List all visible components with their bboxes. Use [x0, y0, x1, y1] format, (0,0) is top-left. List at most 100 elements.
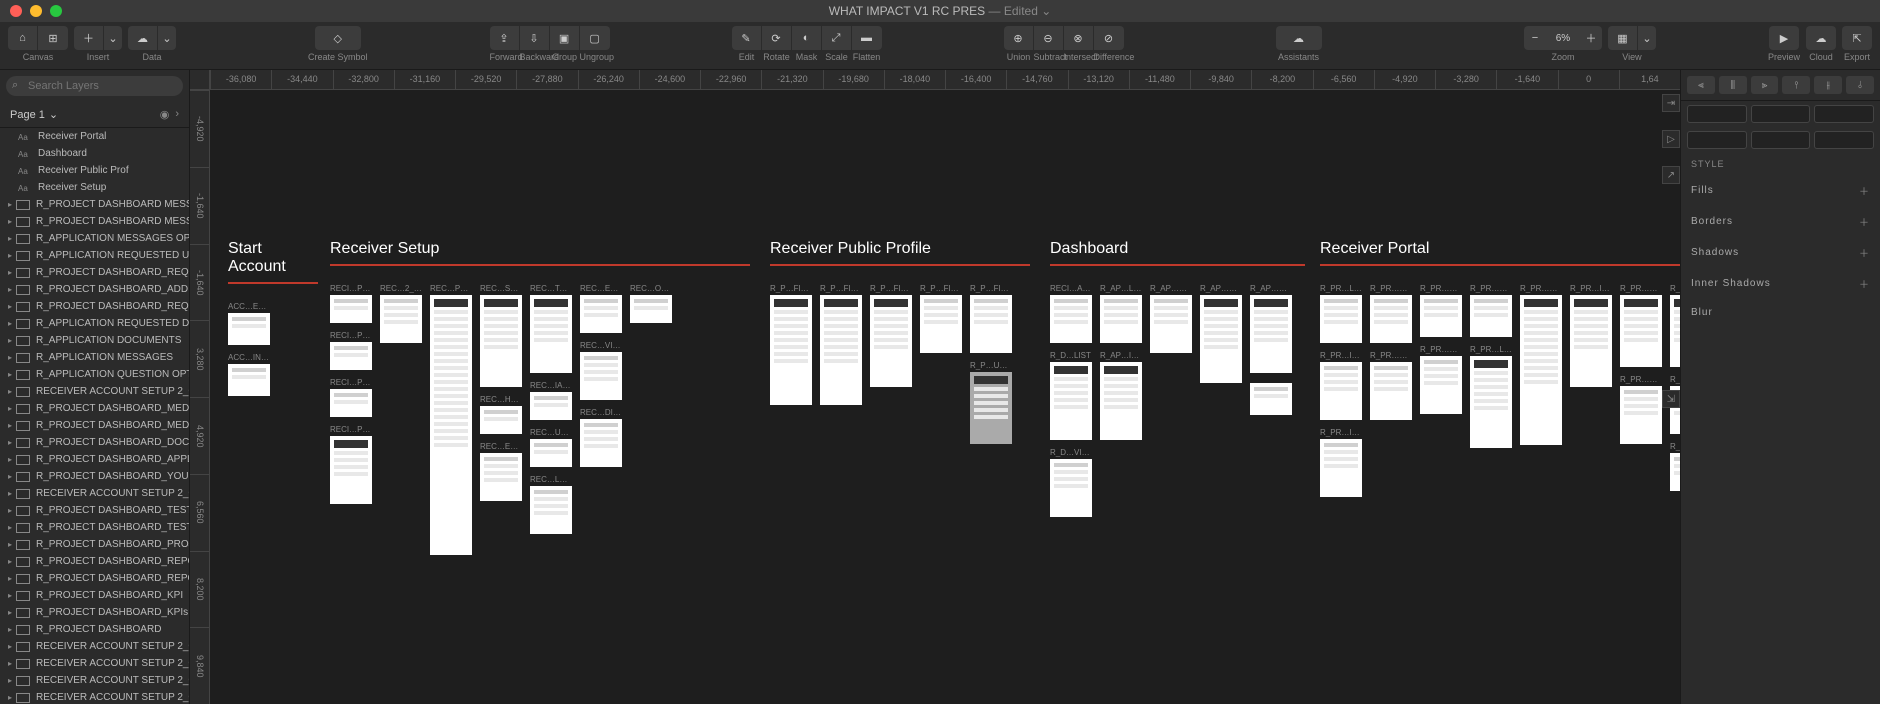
artboard[interactable] — [1150, 295, 1192, 353]
artboard[interactable] — [530, 392, 572, 420]
artboard-name[interactable]: R_PR…PEN — [1420, 345, 1462, 354]
data-button[interactable]: ☁ — [128, 26, 158, 50]
mask-button[interactable]: ◐ — [792, 26, 822, 50]
panel-toggle-icon[interactable]: ⇲ — [1662, 390, 1680, 408]
artboard[interactable] — [430, 295, 472, 555]
artboard[interactable] — [1520, 295, 1562, 445]
blur-section[interactable]: Blur — [1681, 299, 1880, 326]
assistants-button[interactable]: ☁ — [1276, 26, 1322, 50]
add-inner-shadow-icon[interactable]: ＋ — [1859, 276, 1870, 291]
artboard[interactable] — [1050, 295, 1092, 343]
layer-item[interactable]: ▸RECEIVER ACCOUNT SETUP 2_07_ME… — [0, 655, 189, 672]
artboard-name[interactable]: R_PR…ORT — [1470, 284, 1512, 293]
artboard-name[interactable]: R_AP…NTS — [1250, 284, 1292, 293]
close-icon[interactable] — [10, 5, 22, 17]
artboard[interactable] — [228, 313, 270, 345]
shadows-section[interactable]: Shadows＋ — [1681, 237, 1880, 268]
artboard-name[interactable]: R_PR…TION — [1620, 284, 1662, 293]
artboard-name[interactable]: R_P…FILE 5 — [970, 284, 1012, 293]
artboard-name[interactable]: R_PR…GES — [1420, 284, 1462, 293]
artboard[interactable] — [380, 295, 422, 343]
x-field[interactable] — [1687, 105, 1747, 123]
page-visibility-icon[interactable]: ◉ — [160, 108, 170, 121]
layer-item[interactable]: ▸R_PROJECT DASHBOARD MESSAGES — [0, 213, 189, 230]
zoom-out-button[interactable]: − — [1524, 32, 1546, 44]
artboard-name[interactable]: R_PR…IEW — [1320, 428, 1362, 437]
preview-button[interactable]: ▶ — [1769, 26, 1799, 50]
inner-shadows-section[interactable]: Inner Shadows＋ — [1681, 268, 1880, 299]
artboard-name[interactable]: REC…PEN) — [430, 284, 472, 293]
artboard-name[interactable]: R_PR…LISH — [1470, 345, 1512, 354]
artboard[interactable] — [580, 295, 622, 333]
layer-item[interactable]: ▸R_APPLICATION REQUESTED UPLOA… — [0, 247, 189, 264]
layer-item[interactable]: ▸R_APPLICATION MESSAGES OPEN — [0, 230, 189, 247]
artboard-name[interactable]: R_AP…IEW — [1100, 351, 1142, 360]
artboard-name[interactable]: R_PR…KPIs — [1370, 284, 1412, 293]
layer-item[interactable]: ▸R_PROJECT DASHBOARD_MEDIA PR… — [0, 400, 189, 417]
artboard[interactable] — [1620, 386, 1662, 444]
align-top-button[interactable]: ⫯ — [1782, 76, 1810, 94]
y-field[interactable] — [1751, 105, 1811, 123]
artboard-name[interactable]: R_PR…KPI — [1370, 351, 1412, 360]
artboard-name[interactable]: REC…LETE — [530, 475, 572, 484]
artboard[interactable] — [228, 364, 270, 396]
artboard-name[interactable]: R_P…FILE 3 — [870, 284, 912, 293]
canvas-area[interactable]: -36,080-34,440-32,800-31,160-29,520-27,8… — [190, 70, 1680, 704]
layer-item[interactable]: ▸RECEIVER ACCOUNT SETUP 2_07_ME… — [0, 672, 189, 689]
maximize-icon[interactable] — [50, 5, 62, 17]
rotate-field[interactable] — [1751, 131, 1811, 149]
layer-item[interactable]: ▸R_PROJECT DASHBOARD_PROJECT I… — [0, 536, 189, 553]
artboard[interactable] — [1050, 362, 1092, 440]
layer-item[interactable]: ▸R_PROJECT DASHBOARD — [0, 621, 189, 638]
artboard[interactable] — [480, 406, 522, 434]
artboard[interactable] — [1420, 356, 1462, 414]
artboard-name[interactable]: ACC…ETUP — [228, 302, 270, 311]
insert-button[interactable]: ＋ — [74, 26, 104, 50]
artboard[interactable] — [1250, 383, 1292, 415]
layer-item[interactable]: ▸R_PROJECT DASHBOARD_KPIs — [0, 604, 189, 621]
artboard[interactable] — [820, 295, 862, 405]
artboard-name[interactable]: R_PR…ENT — [1670, 442, 1680, 451]
layer-item[interactable]: ▸R_PROJECT DASHBOARD_TESTIMON… — [0, 502, 189, 519]
artboard[interactable] — [870, 295, 912, 387]
artboard-name[interactable]: REC…UEST — [530, 428, 572, 437]
forward-button[interactable]: ⇪ — [490, 26, 520, 50]
artboard-name[interactable]: R_AP…GES — [1200, 284, 1242, 293]
artboard[interactable] — [1320, 295, 1362, 343]
layer-item[interactable]: ▸R_PROJECT DASHBOARD_REPORT P… — [0, 553, 189, 570]
layer-item[interactable]: ▸RECEIVER ACCOUNT SETUP 2_06_TE… — [0, 689, 189, 704]
artboard-name[interactable]: R_P…FILE 2 — [820, 284, 862, 293]
scale-button[interactable]: ⤢ — [822, 26, 852, 50]
artboard-name[interactable]: R_PR…IEW — [1670, 375, 1680, 384]
edit-button[interactable]: ✎ — [732, 26, 762, 50]
align-bottom-button[interactable]: ⫰ — [1846, 76, 1874, 94]
zoom-control[interactable]: − 6% ＋ — [1524, 26, 1602, 50]
layer-item[interactable]: Dashboard — [0, 145, 189, 162]
artboard-name[interactable]: REC…VIEW — [580, 341, 622, 350]
layer-item[interactable]: ▸R_PROJECT DASHBOARD_KPI — [0, 587, 189, 604]
artboard-name[interactable]: R_PR…ACT — [1520, 284, 1562, 293]
layer-item[interactable]: ▸R_APPLICATION REQUESTED DOCU… — [0, 315, 189, 332]
artboard-name[interactable]: R_D…VIEW — [1050, 448, 1092, 457]
group-button[interactable]: ▣ — [550, 26, 580, 50]
align-middle-button[interactable]: ⫲ — [1814, 76, 1842, 94]
layer-item[interactable]: ▸R_APPLICATION DOCUMENTS — [0, 332, 189, 349]
artboard[interactable] — [1320, 439, 1362, 497]
artboard[interactable] — [1250, 295, 1292, 373]
layer-item[interactable]: ▸R_PROJECT DASHBOARD_YOUR APP… — [0, 468, 189, 485]
artboard-name[interactable]: REC…2_01 — [380, 284, 422, 293]
layer-item[interactable]: ▸R_PROJECT DASHBOARD MESSAGES… — [0, 196, 189, 213]
artboard-name[interactable]: R_D…LIST — [1050, 351, 1092, 360]
artboard[interactable] — [1370, 295, 1412, 343]
layer-item[interactable]: ▸R_PROJECT DASHBOARD_REQUESTE… — [0, 298, 189, 315]
artboard[interactable] — [1050, 459, 1092, 517]
artboard-name[interactable]: REC…EDIA — [580, 284, 622, 293]
artboard[interactable] — [1100, 362, 1142, 440]
layer-item[interactable]: ▸R_PROJECT DASHBOARD_TESTIMON… — [0, 519, 189, 536]
artboard[interactable] — [580, 352, 622, 400]
cloud-button[interactable]: ☁ — [1806, 26, 1836, 50]
artboard[interactable] — [970, 295, 1012, 353]
artboard[interactable] — [530, 439, 572, 467]
artboard[interactable] — [970, 372, 1012, 444]
artboard-name[interactable]: R_PR…IALS — [1570, 284, 1612, 293]
